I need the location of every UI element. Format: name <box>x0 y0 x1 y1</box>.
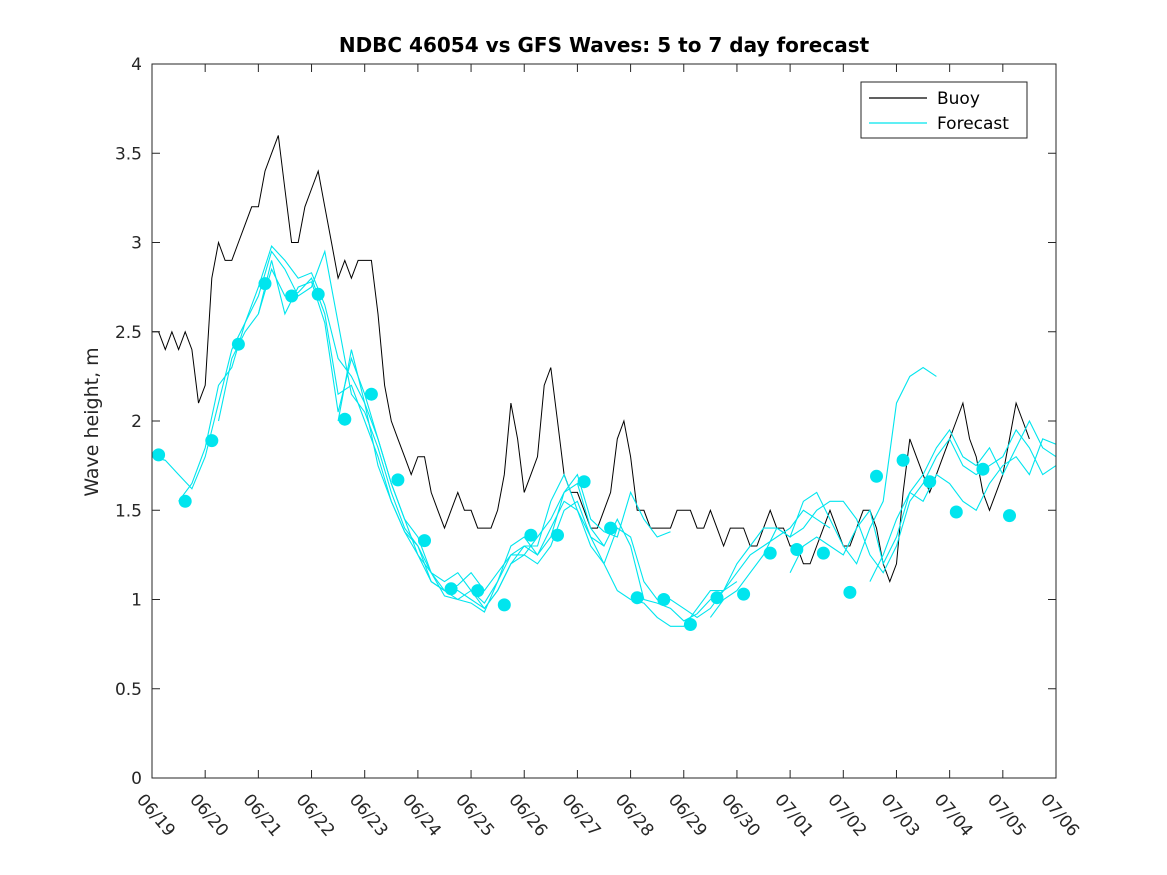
forecast-marker <box>551 528 564 542</box>
forecast-marker <box>816 546 830 560</box>
forecast-run-line-4 <box>257 260 831 622</box>
forecast-marker <box>205 434 219 448</box>
legend-label: Forecast <box>937 114 1009 134</box>
plot-background <box>152 64 1056 778</box>
forecast-marker <box>152 448 166 462</box>
forecast-marker <box>790 543 804 556</box>
forecast-marker <box>311 287 325 301</box>
forecast-run-line-8 <box>869 438 1057 582</box>
forecast-marker <box>710 591 724 605</box>
forecast-marker <box>497 598 511 612</box>
forecast-marker <box>657 593 671 606</box>
forecast-marker <box>604 521 618 535</box>
forecast-marker <box>843 585 857 599</box>
forecast-marker <box>524 528 538 542</box>
forecast-marker <box>896 453 910 467</box>
forecast-marker <box>418 534 431 548</box>
legend-label: Buoy <box>937 89 980 109</box>
forecast-marker <box>285 289 299 303</box>
y-tick-label: 3 <box>131 234 142 254</box>
forecast-marker <box>258 277 272 291</box>
y-tick-label: 2.5 <box>115 323 142 343</box>
forecast-marker <box>577 475 591 489</box>
forecast-marker <box>949 505 963 519</box>
y-tick-label: 3.5 <box>115 144 142 164</box>
forecast-marker <box>737 587 751 601</box>
forecast-marker <box>391 473 405 487</box>
forecast-marker <box>1003 509 1016 523</box>
legend-box <box>860 81 1028 139</box>
forecast-run-line-6 <box>709 428 1057 618</box>
forecast-marker <box>763 546 777 560</box>
y-tick-label: 0.5 <box>115 680 142 700</box>
forecast-marker <box>923 475 937 489</box>
forecast-marker <box>976 462 990 476</box>
y-tick-label: 4 <box>131 55 142 75</box>
forecast-marker <box>630 591 644 605</box>
forecast-marker <box>338 412 352 426</box>
forecast-marker <box>683 618 697 631</box>
forecast-marker <box>471 584 485 598</box>
forecast-run-line-2 <box>178 249 671 613</box>
legend: Buoy Forecast <box>860 81 1028 139</box>
y-axis-label: Wave height, m <box>81 347 103 496</box>
y-tick-label: 1 <box>131 591 142 611</box>
y-tick-label: 2 <box>131 412 142 432</box>
forecast-run-line-3 <box>217 267 738 619</box>
forecast-run-line-7 <box>789 419 1057 573</box>
forecast-marker <box>364 387 378 401</box>
forecast-marker <box>444 582 458 596</box>
forecast-marker <box>178 494 192 508</box>
plot-area <box>151 64 1057 778</box>
chart-title: NDBC 46054 vs GFS Waves: 5 to 7 day fore… <box>339 33 870 57</box>
forecast-marker <box>870 469 883 483</box>
y-tick-label: 0 <box>131 769 142 789</box>
y-tick-label: 1.5 <box>115 501 142 521</box>
forecast-marker <box>231 337 245 351</box>
